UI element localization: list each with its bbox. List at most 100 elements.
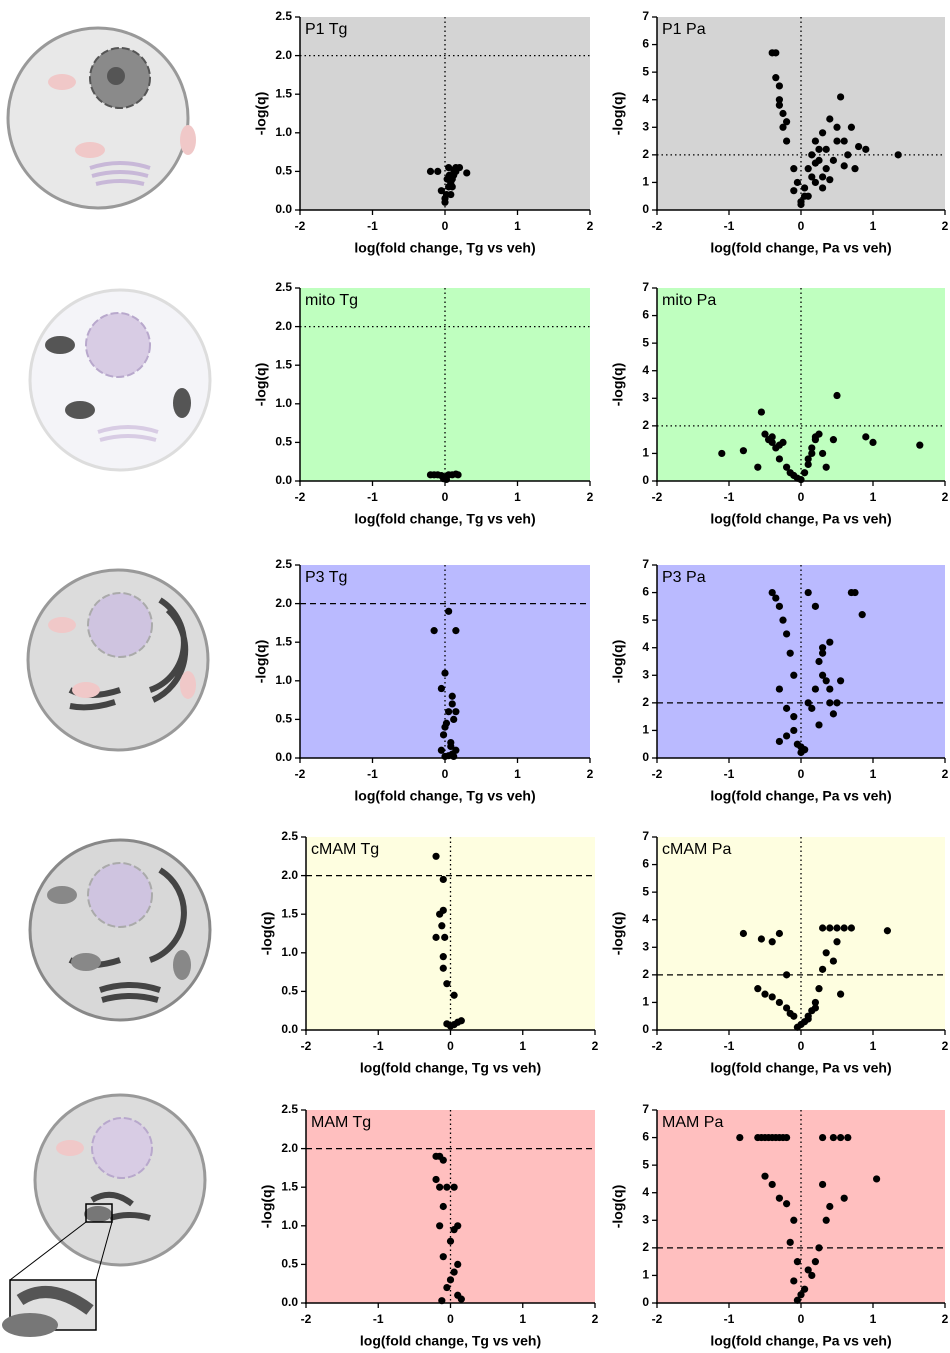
point — [439, 953, 447, 961]
y-axis-title: -log(q) — [253, 363, 269, 407]
plot-background — [657, 837, 945, 1030]
point — [457, 1295, 465, 1303]
point — [793, 740, 802, 748]
point — [894, 151, 902, 159]
panel-title: P3 Pa — [662, 569, 706, 586]
point — [819, 184, 827, 192]
y-tick-label: 7 — [642, 280, 649, 294]
y-tick-label: 0.0 — [275, 473, 292, 487]
x-tick-label: 2 — [587, 767, 594, 781]
point — [775, 82, 784, 90]
point — [811, 137, 820, 145]
point — [851, 165, 859, 173]
y-tick-label: 7 — [642, 9, 649, 23]
point — [768, 993, 776, 1001]
point — [826, 699, 834, 707]
point — [862, 433, 870, 441]
x-tick-label: 1 — [514, 490, 521, 504]
y-tick-label: 1.5 — [275, 634, 292, 648]
point — [801, 184, 809, 192]
y-tick-label: 1 — [642, 446, 649, 460]
y-tick-label: 0 — [642, 202, 649, 216]
point — [855, 142, 863, 151]
x-axis-title: log(fold change, Tg vs veh) — [354, 240, 535, 256]
plot-background — [300, 288, 590, 481]
point — [811, 1258, 820, 1266]
point — [804, 1015, 812, 1023]
point — [790, 671, 798, 679]
point — [822, 949, 830, 957]
point — [819, 924, 827, 932]
point — [826, 924, 834, 932]
point — [450, 1020, 458, 1029]
y-tick-label: 2 — [642, 418, 649, 432]
y-tick-label: 1.5 — [275, 86, 292, 100]
x-tick-label: 2 — [942, 1039, 949, 1053]
y-tick-label: 1.0 — [275, 125, 292, 139]
x-axis-title: log(fold change, Tg vs veh) — [360, 1333, 541, 1349]
y-tick-label: 0 — [642, 750, 649, 764]
y-tick-label: 1.0 — [275, 396, 292, 410]
volcano-plot: 0.0 0.5 1.0 1.5 2.0 2.5 -2 -1 0 1 2 MAM Tg log(fold … — [259, 1102, 599, 1349]
y-tick-label: 1.5 — [281, 1179, 298, 1193]
point — [754, 463, 762, 471]
point — [739, 929, 748, 938]
point — [452, 627, 460, 635]
point — [826, 1202, 834, 1211]
point — [445, 171, 453, 179]
x-tick-label: 1 — [870, 1312, 877, 1326]
point — [718, 449, 726, 458]
point — [775, 101, 784, 109]
y-tick-label: 4 — [642, 363, 649, 377]
point — [804, 588, 812, 597]
y-tick-label: 5 — [642, 1157, 649, 1171]
point — [452, 163, 460, 172]
point — [829, 957, 838, 965]
y-tick-label: 0.0 — [281, 1022, 298, 1036]
point — [768, 1180, 776, 1189]
point — [754, 985, 762, 993]
point — [783, 630, 791, 638]
point — [450, 752, 458, 761]
panel-title: MAM Tg — [311, 1114, 371, 1131]
point — [819, 644, 827, 652]
point — [801, 1285, 809, 1293]
point — [858, 611, 866, 619]
point — [804, 1266, 812, 1274]
point — [768, 433, 776, 441]
x-tick-label: 1 — [870, 1039, 877, 1053]
y-tick-label: 7 — [642, 829, 649, 843]
x-tick-label: 2 — [587, 490, 594, 504]
point — [430, 627, 438, 635]
point — [439, 906, 447, 914]
point — [819, 965, 827, 973]
point — [757, 935, 766, 943]
y-tick-label: 1 — [642, 1268, 649, 1282]
plot-background — [657, 288, 945, 481]
point — [797, 200, 805, 209]
point — [833, 137, 841, 145]
cell-p3 — [26, 568, 210, 752]
point — [441, 933, 449, 941]
cell-mam — [2, 1093, 207, 1337]
volcano-plot: 0.0 0.5 1.0 1.5 2.0 2.5 -2 -1 0 1 2 mito Tg log(fold… — [253, 280, 594, 527]
point — [768, 588, 776, 597]
point — [432, 1175, 440, 1184]
y-tick-label: 6 — [642, 1130, 649, 1144]
y-tick-label: 4 — [642, 92, 649, 106]
point — [811, 998, 820, 1007]
cell-p1 — [6, 26, 196, 210]
y-tick-label: 2.0 — [281, 1141, 298, 1155]
point — [790, 726, 798, 735]
point — [840, 137, 848, 145]
point — [837, 1133, 845, 1142]
volcano-plot: 0 1 2 3 4 5 6 7 -2 -1 0 1 2 cMAM Pa log(fold change, P… — [610, 829, 949, 1076]
point — [783, 463, 791, 471]
x-tick-label: 0 — [798, 767, 805, 781]
volcano-plot: 0.0 0.5 1.0 1.5 2.0 2.5 -2 -1 0 1 2 P3 Tg log(fold c… — [253, 557, 594, 804]
y-tick-label: 3 — [642, 1212, 649, 1226]
y-tick-label: 2.0 — [275, 319, 292, 333]
x-tick-label: 0 — [798, 219, 805, 233]
point — [790, 1277, 798, 1285]
